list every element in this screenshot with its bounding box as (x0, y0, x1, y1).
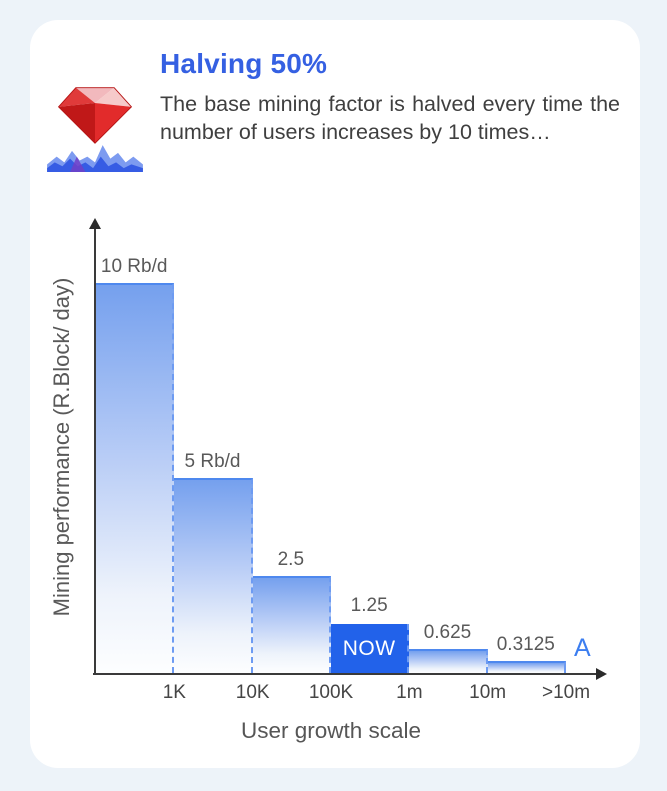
x-tick-label: 100K (308, 682, 354, 703)
x-tick-labels: 1K 10K 100K 1m 10m >10m (96, 682, 590, 708)
y-axis-arrow-icon (89, 218, 101, 229)
x-tick-label: 10m (469, 682, 507, 703)
bar-value-label: 2.5 (277, 548, 305, 570)
bar: 5 Rb/d (174, 451, 253, 673)
bar-value-label: 10 Rb/d (100, 256, 168, 277)
plot-area: 10 Rb/d 5 Rb/d 2.5 1.25 NOW 0.625 0.3125 (96, 249, 566, 673)
x-axis-title: User growth scale (240, 718, 422, 743)
bar: 0.625 (409, 622, 488, 673)
x-tick-label: >10m (541, 682, 591, 703)
page-title: Halving 50% (160, 48, 328, 79)
x-tick-label: 1m (396, 682, 423, 703)
info-card: Halving 50% The base mining factor is ha… (30, 20, 640, 768)
bar-now: 1.25 NOW (330, 595, 410, 673)
bar-value-label: 0.3125 (496, 633, 555, 655)
bar: 0.3125 (487, 634, 566, 673)
now-badge: NOW (342, 636, 396, 660)
bar: 2.5 (252, 549, 331, 673)
end-point-label: A (574, 634, 591, 662)
bar-value-label: 0.625 (423, 621, 472, 643)
bar: 10 Rb/d (96, 256, 175, 673)
bar-value-label: 5 Rb/d (184, 451, 241, 472)
y-axis-title: Mining performance (R.Block/ day) (49, 277, 74, 617)
description-text: The base mining factor is halved every t… (160, 92, 620, 145)
x-axis-line (93, 673, 598, 675)
ruby-mining-icon (47, 87, 143, 172)
y-axis-line (94, 228, 96, 673)
x-tick-label: 1K (162, 682, 186, 703)
x-axis-arrow-icon (596, 668, 607, 680)
bar-value-label: 1.25 (350, 595, 388, 617)
x-tick-label: 10K (235, 682, 270, 703)
